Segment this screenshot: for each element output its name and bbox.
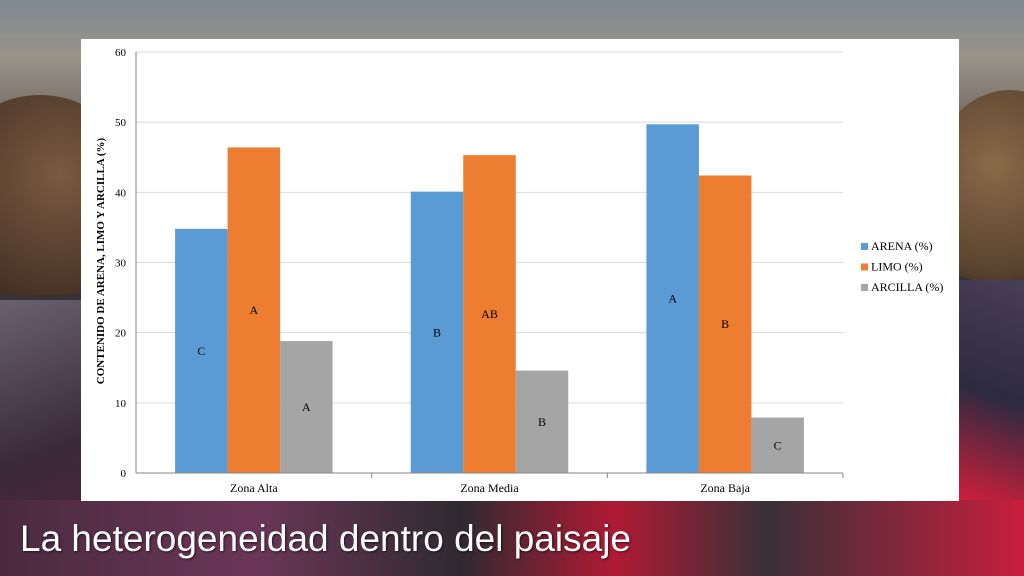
y-axis-label: CONTENIDO DE ARENA, LIMO Y ARCILLA (%) <box>95 137 107 384</box>
legend-swatch <box>861 263 868 271</box>
bar-limo-1 <box>463 155 516 473</box>
bar-limo-0 <box>227 147 281 473</box>
legend-swatch <box>861 284 868 291</box>
y-tick-label: 10 <box>115 398 127 410</box>
chart-panel: C A A B AB B A B C 0 10 20 30 40 50 60 Zona Alta Zona Me… <box>81 39 959 501</box>
background-cloth-bottom <box>0 500 1024 576</box>
slide-caption: La heterogeneidad dentro del paisaje <box>20 518 631 559</box>
legend-entry: ARENA (%) <box>871 239 933 253</box>
data-label: B <box>538 415 546 429</box>
legend-entry: ARCILLA (%) <box>871 280 943 294</box>
x-tick-label: Zona Baja <box>700 481 750 495</box>
y-tick-label: 40 <box>115 187 127 199</box>
y-tick-label: 20 <box>115 328 127 340</box>
bar-arcilla-0 <box>280 341 333 473</box>
x-tick-label: Zona Alta <box>230 481 278 495</box>
bar-arcilla-1 <box>515 370 569 473</box>
data-label: C <box>197 344 205 358</box>
bars <box>175 124 804 474</box>
y-tick-label: 50 <box>115 117 127 129</box>
legend-swatch <box>861 243 868 250</box>
bar-limo-2 <box>698 175 752 473</box>
y-tick-label: 30 <box>115 258 127 270</box>
data-label: A <box>302 400 311 414</box>
y-tick-label: 0 <box>121 468 127 480</box>
data-label: C <box>774 438 782 452</box>
bar-arena-1 <box>410 191 464 474</box>
bar-arena-2 <box>646 124 699 473</box>
data-label: B <box>433 325 441 339</box>
legend: ARENA (%) LIMO (%) ARCILLA (%) <box>861 239 943 294</box>
data-label: A <box>668 292 677 306</box>
x-tick-label: Zona Media <box>460 481 519 495</box>
axes: 0 10 20 30 40 50 60 Zona Alta Zona Media Zona Baj… <box>115 47 844 495</box>
data-label: B <box>721 317 729 331</box>
data-label: AB <box>481 307 498 321</box>
y-tick-label: 60 <box>115 47 127 59</box>
bar-arena-0 <box>175 228 228 473</box>
legend-entry: LIMO (%) <box>871 260 923 274</box>
data-label: A <box>249 303 258 317</box>
bar-arcilla-2 <box>751 417 804 473</box>
